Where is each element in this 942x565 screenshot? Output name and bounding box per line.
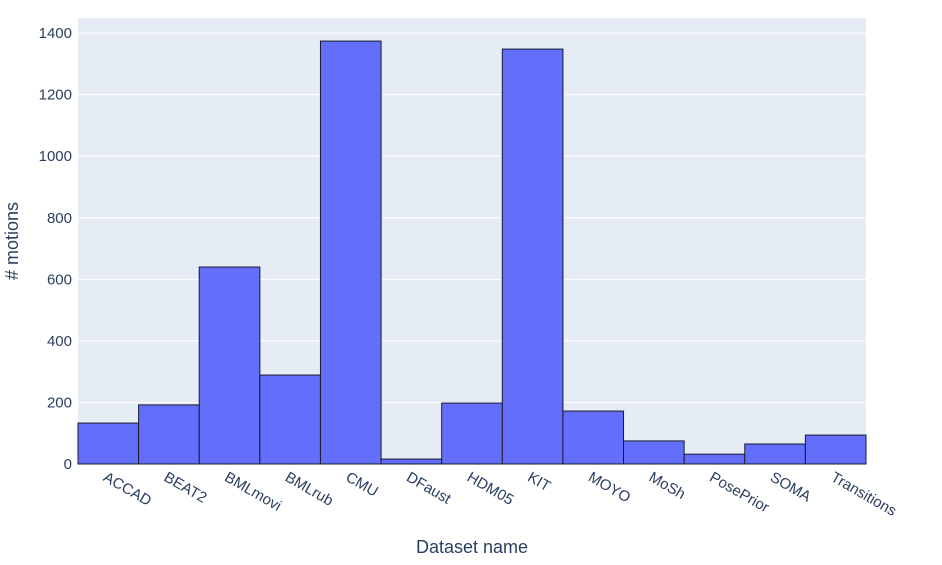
x-tick-label: BMLmovi [222, 469, 285, 515]
bar [138, 404, 200, 465]
bar [380, 458, 443, 465]
x-axis-title: Dataset name [416, 537, 528, 557]
x-tick-label: Transitions [828, 469, 900, 520]
plot-area [78, 18, 866, 464]
y-tick-label: 1400 [39, 25, 72, 42]
x-tick-label: SOMA [767, 469, 814, 506]
x-tick-label: DFaust [403, 469, 454, 508]
bar [319, 40, 382, 465]
y-tick-label: 0 [64, 456, 72, 473]
y-tick-label: 600 [47, 271, 72, 288]
x-tick-label: MoSh [646, 469, 688, 503]
bar [623, 440, 685, 465]
x-tick-label: BMLrub [282, 469, 336, 510]
bar [804, 434, 867, 465]
bar [441, 402, 503, 465]
y-tick-label: 1200 [39, 87, 72, 104]
x-tick-label: MOYO [585, 469, 633, 507]
bar [744, 443, 806, 465]
bar [501, 48, 564, 465]
x-tick-label: BEAT2 [161, 469, 210, 507]
y-axis-title: # motions [2, 202, 22, 280]
y-tick-label: 1000 [39, 148, 72, 165]
x-tick-label: PosePrior [706, 469, 772, 517]
y-tick-label: 200 [47, 394, 72, 411]
bar [259, 374, 321, 465]
x-tick-label: CMU [343, 469, 381, 501]
y-tick-label: 400 [47, 333, 72, 350]
bar [562, 410, 625, 465]
x-tick-label: HDM05 [464, 469, 517, 509]
y-tick-label: 800 [47, 210, 72, 227]
x-tick-label: ACCAD [100, 469, 154, 510]
x-tick-label: KIT [525, 469, 554, 495]
bar [683, 453, 746, 465]
bar [198, 266, 261, 465]
bar [77, 422, 140, 465]
